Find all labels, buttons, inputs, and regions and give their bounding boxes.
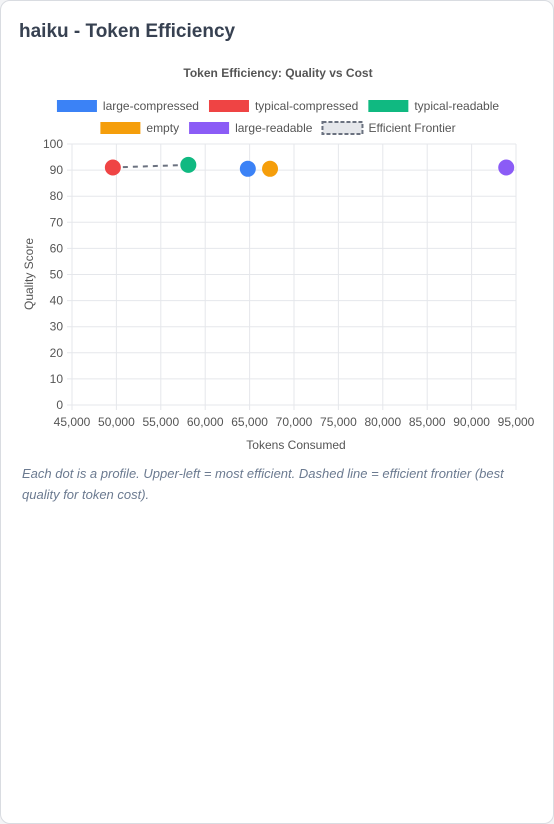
data-point-large-readable — [498, 159, 515, 176]
x-tick-label: 85,000 — [409, 415, 446, 429]
y-tick-label: 50 — [50, 268, 64, 282]
legend-label: Efficient Frontier — [368, 121, 455, 135]
legend-item-typical-readable: typical-readable — [368, 99, 499, 113]
x-tick-label: 80,000 — [364, 415, 401, 429]
legend-swatch — [189, 122, 230, 134]
y-axis-label: Quality Score — [22, 238, 36, 310]
y-tick-label: 20 — [50, 346, 64, 360]
x-tick-label: 45,000 — [54, 415, 91, 429]
chart-area: Token Efficiency: Quality vs Cost large-… — [1, 56, 553, 456]
y-tick-label: 100 — [43, 137, 63, 151]
chart-caption: Each dot is a profile. Upper-left = most… — [22, 466, 504, 502]
data-point-typical-readable — [180, 156, 197, 173]
legend-swatch — [100, 122, 141, 134]
legend-label: large-compressed — [103, 99, 199, 113]
y-tick-label: 60 — [50, 241, 64, 255]
y-tick-label: 40 — [50, 294, 64, 308]
legend-item-typical-compressed: typical-compressed — [208, 99, 358, 113]
legend-label: typical-compressed — [255, 99, 358, 113]
efficient-frontier — [112, 163, 189, 169]
x-tick-label: 75,000 — [320, 415, 357, 429]
chart-title: Token Efficiency: Quality vs Cost — [183, 66, 372, 80]
legend-item-efficient-frontier: Efficient Frontier — [321, 121, 456, 135]
y-tick-label: 80 — [50, 189, 64, 203]
x-axis-label: Tokens Consumed — [246, 438, 345, 452]
x-tick-label: 90,000 — [453, 415, 490, 429]
data-point-empty — [262, 160, 279, 177]
x-tick-label: 65,000 — [231, 415, 268, 429]
x-tick-label: 60,000 — [187, 415, 224, 429]
x-axis-ticks: 45,000 50,000 55,000 60,000 65,000 70,000 75,0… — [54, 415, 535, 429]
legend-item-empty: empty — [100, 121, 179, 135]
legend-label: empty — [146, 121, 179, 135]
legend-label: large-readable — [235, 121, 313, 135]
y-tick-label: 70 — [50, 215, 64, 229]
chart-grid — [67, 143, 517, 410]
legend-swatch — [368, 100, 409, 112]
legend-item-large-readable: large-readable — [189, 121, 313, 135]
legend-swatch — [56, 100, 97, 112]
data-point-large-compressed — [239, 160, 256, 177]
legend-label: typical-readable — [414, 99, 499, 113]
y-tick-label: 0 — [56, 398, 63, 412]
frontier-line — [112, 163, 189, 169]
x-tick-label: 95,000 — [498, 415, 535, 429]
y-tick-label: 10 — [50, 372, 64, 386]
data-point-typical-compressed — [104, 159, 121, 176]
page-title: haiku - Token Efficiency — [19, 21, 236, 42]
y-tick-label: 90 — [50, 163, 64, 177]
data-points — [104, 156, 515, 177]
legend-item-large-compressed: large-compressed — [56, 99, 199, 113]
chart-legend: large-compressed typical-compressed typica… — [56, 99, 499, 135]
x-tick-label: 50,000 — [98, 415, 135, 429]
y-tick-label: 30 — [50, 320, 64, 334]
x-tick-label: 55,000 — [142, 415, 179, 429]
y-axis-ticks: 0 10 20 30 40 50 60 70 80 90 100 — [43, 137, 63, 412]
legend-swatch — [208, 100, 249, 112]
legend-swatch — [321, 121, 364, 135]
x-tick-label: 70,000 — [276, 415, 313, 429]
scatter-chart: Token Efficiency: Quality vs Cost large-… — [22, 66, 535, 452]
